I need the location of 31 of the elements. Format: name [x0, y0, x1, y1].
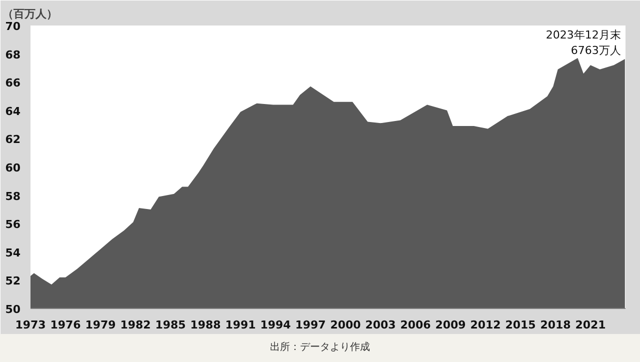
x-tick-label: 1973 — [15, 318, 46, 332]
x-tick-label: 2015 — [505, 318, 536, 332]
y-tick-label: 62 — [5, 133, 21, 146]
x-tick-label: 2006 — [400, 318, 432, 332]
y-tick-label: 54 — [5, 246, 21, 260]
x-tick-label: 1997 — [295, 318, 326, 332]
y-tick-label: 56 — [5, 218, 21, 232]
x-tick-label: 1976 — [50, 318, 82, 332]
y-tick-label: 58 — [5, 190, 21, 203]
y-tick-label: 68 — [5, 48, 21, 62]
text: 出所：データより作成 — [270, 340, 370, 355]
x-tick-label: 2021 — [575, 318, 606, 332]
x-tick-label: 2009 — [435, 318, 466, 332]
x-tick-label: 1982 — [120, 318, 151, 332]
y-tick-label: 70 — [5, 20, 21, 33]
x-tick-label: 1985 — [155, 318, 186, 332]
y-axis-title: （百万人） — [2, 8, 58, 20]
x-tick-label: 1994 — [260, 318, 292, 332]
annotation: 2023年12月末 6763万人 — [546, 28, 621, 58]
x-tick-label: 2018 — [540, 318, 571, 332]
y-tick-label: 52 — [5, 274, 21, 288]
y-tick-label: 66 — [5, 76, 21, 90]
x-tick-label: 2003 — [365, 318, 396, 332]
x-tick-label: 1991 — [225, 318, 256, 332]
x-tick-label: 2012 — [470, 318, 501, 332]
x-tick-label: 1988 — [190, 318, 221, 332]
y-tick-label: 64 — [5, 104, 21, 118]
x-tick-label: 1979 — [85, 318, 116, 332]
y-tick-label: 50 — [5, 303, 21, 316]
x-tick-label: 2000 — [330, 318, 362, 332]
y-tick-label: 60 — [5, 162, 21, 174]
